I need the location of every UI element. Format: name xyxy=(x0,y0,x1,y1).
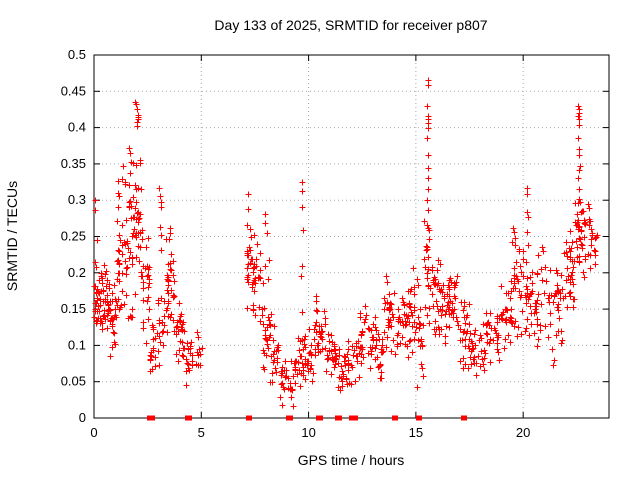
zero-value-marks xyxy=(147,415,467,421)
y-tick-label: 0.05 xyxy=(61,374,86,389)
axis-tick-labels: 0 5 10 15 20 0 0.05 0.1 0.15 0.2 0.25 0.3 0.35 0.4 0.4… xyxy=(61,47,531,440)
plot-title: Day 133 of 2025, SRMTID for receiver p80… xyxy=(214,17,487,33)
y-tick-label: 0.3 xyxy=(68,192,86,207)
y-tick-label: 0.45 xyxy=(61,83,86,98)
y-tick-label: 0 xyxy=(79,410,86,425)
y-tick-label: 0.1 xyxy=(68,337,86,352)
y-tick-label: 0.35 xyxy=(61,156,86,171)
y-tick-label: 0.4 xyxy=(68,120,86,135)
y-axis-label: SRMTID / TECUs xyxy=(4,181,20,291)
y-tick-label: 0.25 xyxy=(61,229,86,244)
axis-ticks xyxy=(93,54,609,419)
y-tick-label: 0.15 xyxy=(61,301,86,316)
y-tick-label: 0.5 xyxy=(68,47,86,62)
data-points xyxy=(91,77,601,410)
x-axis-label: GPS time / hours xyxy=(298,452,405,468)
x-tick-label: 0 xyxy=(90,425,97,440)
y-tick-label: 0.2 xyxy=(68,265,86,280)
x-tick-label: 5 xyxy=(198,425,205,440)
x-tick-label: 10 xyxy=(301,425,315,440)
gridlines xyxy=(94,55,609,418)
x-tick-label: 20 xyxy=(516,425,530,440)
x-tick-label: 15 xyxy=(409,425,423,440)
